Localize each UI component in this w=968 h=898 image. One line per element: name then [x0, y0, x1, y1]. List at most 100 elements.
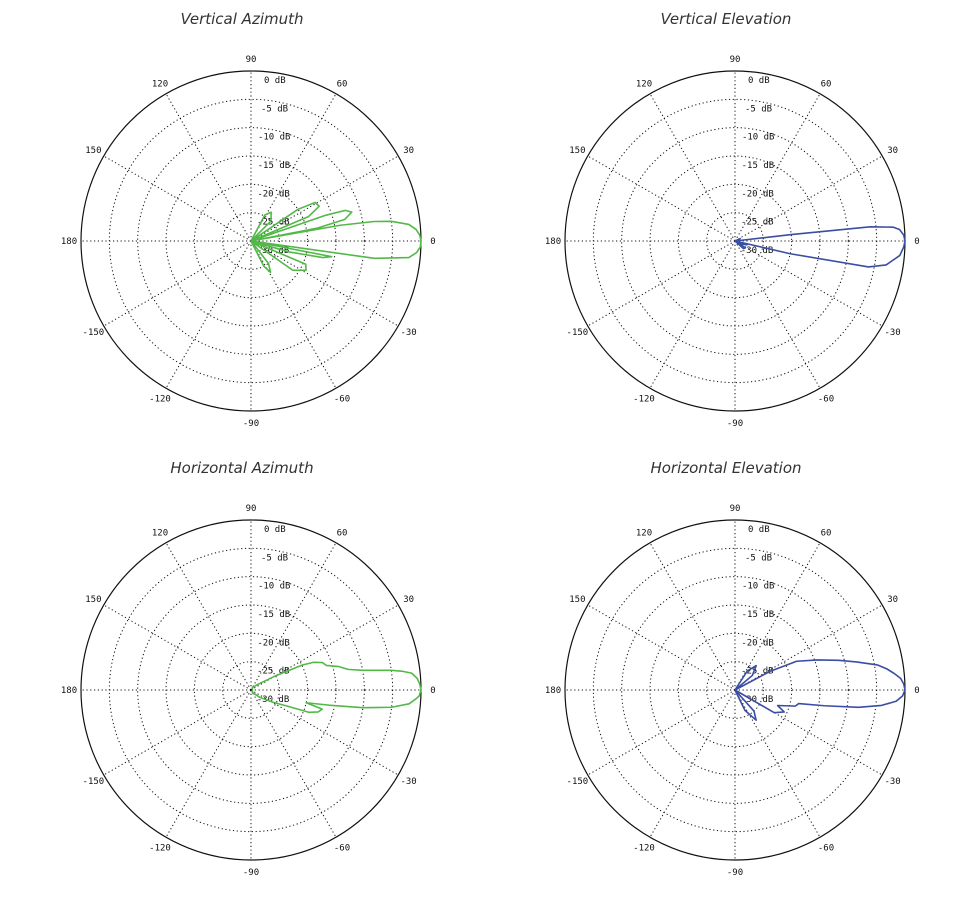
radial-tick-label: -20 dB [257, 638, 290, 648]
grid-ring [649, 155, 821, 327]
angle-tick-label: -150 [567, 328, 589, 338]
grid-spoke [250, 240, 337, 389]
angle-tick-label: -30 [400, 777, 416, 787]
angle-tick-label: -30 [884, 777, 900, 787]
radiation-pattern-trace [250, 201, 422, 274]
chart-title: Vertical Azimuth [180, 10, 304, 28]
radial-tick-label: -15 dB [258, 610, 291, 620]
grid-spoke [165, 542, 252, 691]
chart-panel-vertical-azimuth: Vertical Azimuth 90 60 30 0 -30 -60 -90 -120 -15… [0, 0, 484, 449]
radial-tick-label: 0 dB [264, 525, 286, 535]
angle-tick-label: 180 [545, 686, 561, 696]
grid-spoke [165, 240, 252, 389]
radial-tick-label: -5 dB [745, 104, 772, 114]
grid-spoke [103, 155, 252, 242]
polar-plot: 90 60 30 0 -30 -60 -90 -120 -150 180 150 120 0 dB -5 … [61, 504, 436, 878]
angle-tick-label: 0 [430, 237, 435, 247]
radial-tick-label: -20 dB [741, 638, 774, 648]
radial-tick-label: -15 dB [742, 161, 775, 171]
grid-ring [706, 661, 764, 719]
radial-tick-label: -25 dB [741, 218, 774, 228]
chart-title: Vertical Elevation [660, 10, 792, 28]
radial-tick-label: -10 dB [742, 582, 775, 592]
angle-tick-label: -120 [149, 395, 171, 405]
angle-tick-label: 150 [569, 146, 585, 156]
radial-tick-label: 0 dB [748, 76, 770, 86]
radial-tick-label: -25 dB [741, 667, 774, 677]
grid-spoke [587, 155, 736, 242]
polar-plot: 90 60 30 0 -30 -60 -90 -120 -150 180 150 120 0 dB -5 … [545, 504, 920, 878]
angle-tick-label: 120 [152, 528, 168, 538]
grid-ring [193, 183, 309, 299]
grid-spoke [250, 689, 399, 776]
angle-tick-label: -30 [400, 328, 416, 338]
radial-tick-label: -20 dB [741, 189, 774, 199]
angle-tick-label: -60 [334, 844, 350, 854]
grid-ring [621, 127, 849, 355]
radiation-pattern-trace [251, 661, 422, 714]
angle-tick-label: 60 [337, 79, 348, 89]
angle-tick-label: -120 [149, 844, 171, 854]
angle-tick-label: 90 [246, 504, 257, 514]
grid-spoke [649, 240, 736, 389]
angle-tick-label: 60 [337, 528, 348, 538]
radial-tick-label: -5 dB [261, 553, 288, 563]
angle-tick-label: 30 [403, 146, 414, 156]
angle-tick-label: 30 [403, 595, 414, 605]
grid-ring [706, 212, 764, 270]
angle-tick-label: -60 [818, 844, 834, 854]
grid-spoke [734, 240, 821, 389]
angle-tick-label: 90 [730, 504, 741, 514]
chart-panel-vertical-elevation: Vertical Elevation 90 60 30 0 -30 -60 -90 -120 -… [484, 0, 968, 449]
grid-spoke [734, 155, 883, 242]
angle-tick-label: 180 [61, 237, 77, 247]
angle-tick-label: 120 [152, 79, 168, 89]
angle-tick-label: -90 [727, 868, 743, 878]
chart-title: Horizontal Elevation [650, 459, 802, 477]
grid-ring [649, 604, 821, 776]
angle-tick-label: 60 [821, 79, 832, 89]
chart-panel-horizontal-elevation: Horizontal Elevation 90 60 30 0 -30 -60 -90 -12… [484, 449, 968, 898]
angle-tick-label: 90 [246, 55, 257, 65]
grid-spoke [734, 689, 821, 838]
angle-tick-label: 60 [821, 528, 832, 538]
angle-tick-label: -90 [243, 868, 259, 878]
grid-spoke [734, 604, 883, 691]
grid-spoke [250, 155, 399, 242]
angle-tick-label: 0 [914, 237, 919, 247]
angle-tick-label: -90 [243, 419, 259, 429]
angle-tick-label: 90 [730, 55, 741, 65]
grid-spoke [649, 93, 736, 242]
grid-ring [677, 183, 793, 299]
grid-spoke [250, 689, 337, 838]
angle-tick-label: 120 [636, 79, 652, 89]
polar-plot: 90 60 30 0 -30 -60 -90 -120 -150 180 150 120 0 dB -5 … [61, 55, 436, 429]
radial-tick-label: 0 dB [264, 76, 286, 86]
grid-ring [193, 632, 309, 748]
grid-spoke [250, 93, 337, 242]
radial-tick-label: -5 dB [261, 104, 288, 114]
grid-ring [222, 661, 280, 719]
angle-tick-label: -150 [83, 777, 105, 787]
grid-spoke [587, 604, 736, 691]
angle-tick-label: 120 [636, 528, 652, 538]
angle-tick-label: 150 [85, 146, 101, 156]
angle-tick-label: -90 [727, 419, 743, 429]
grid-ring [137, 127, 365, 355]
angle-tick-label: 180 [61, 686, 77, 696]
chart-panel-horizontal-azimuth: Horizontal Azimuth 90 60 30 0 -30 -60 -90 -120 -… [0, 449, 484, 898]
radial-tick-label: -30 dB [257, 695, 290, 705]
angle-tick-label: 30 [887, 146, 898, 156]
radiation-pattern-trace [734, 659, 906, 721]
radial-tick-label: -25 dB [257, 218, 290, 228]
radial-tick-label: -15 dB [258, 161, 291, 171]
angle-tick-label: -60 [818, 395, 834, 405]
radial-tick-label: -15 dB [742, 610, 775, 620]
angle-tick-label: 0 [914, 686, 919, 696]
grid-spoke [734, 689, 883, 776]
radial-tick-label: -20 dB [257, 189, 290, 199]
radial-tick-label: -10 dB [742, 133, 775, 143]
radial-tick-label: -10 dB [258, 582, 291, 592]
polar-plot: 90 60 30 0 -30 -60 -90 -120 -150 180 150 120 0 dB -5 … [545, 55, 920, 429]
grid-ring [222, 212, 280, 270]
